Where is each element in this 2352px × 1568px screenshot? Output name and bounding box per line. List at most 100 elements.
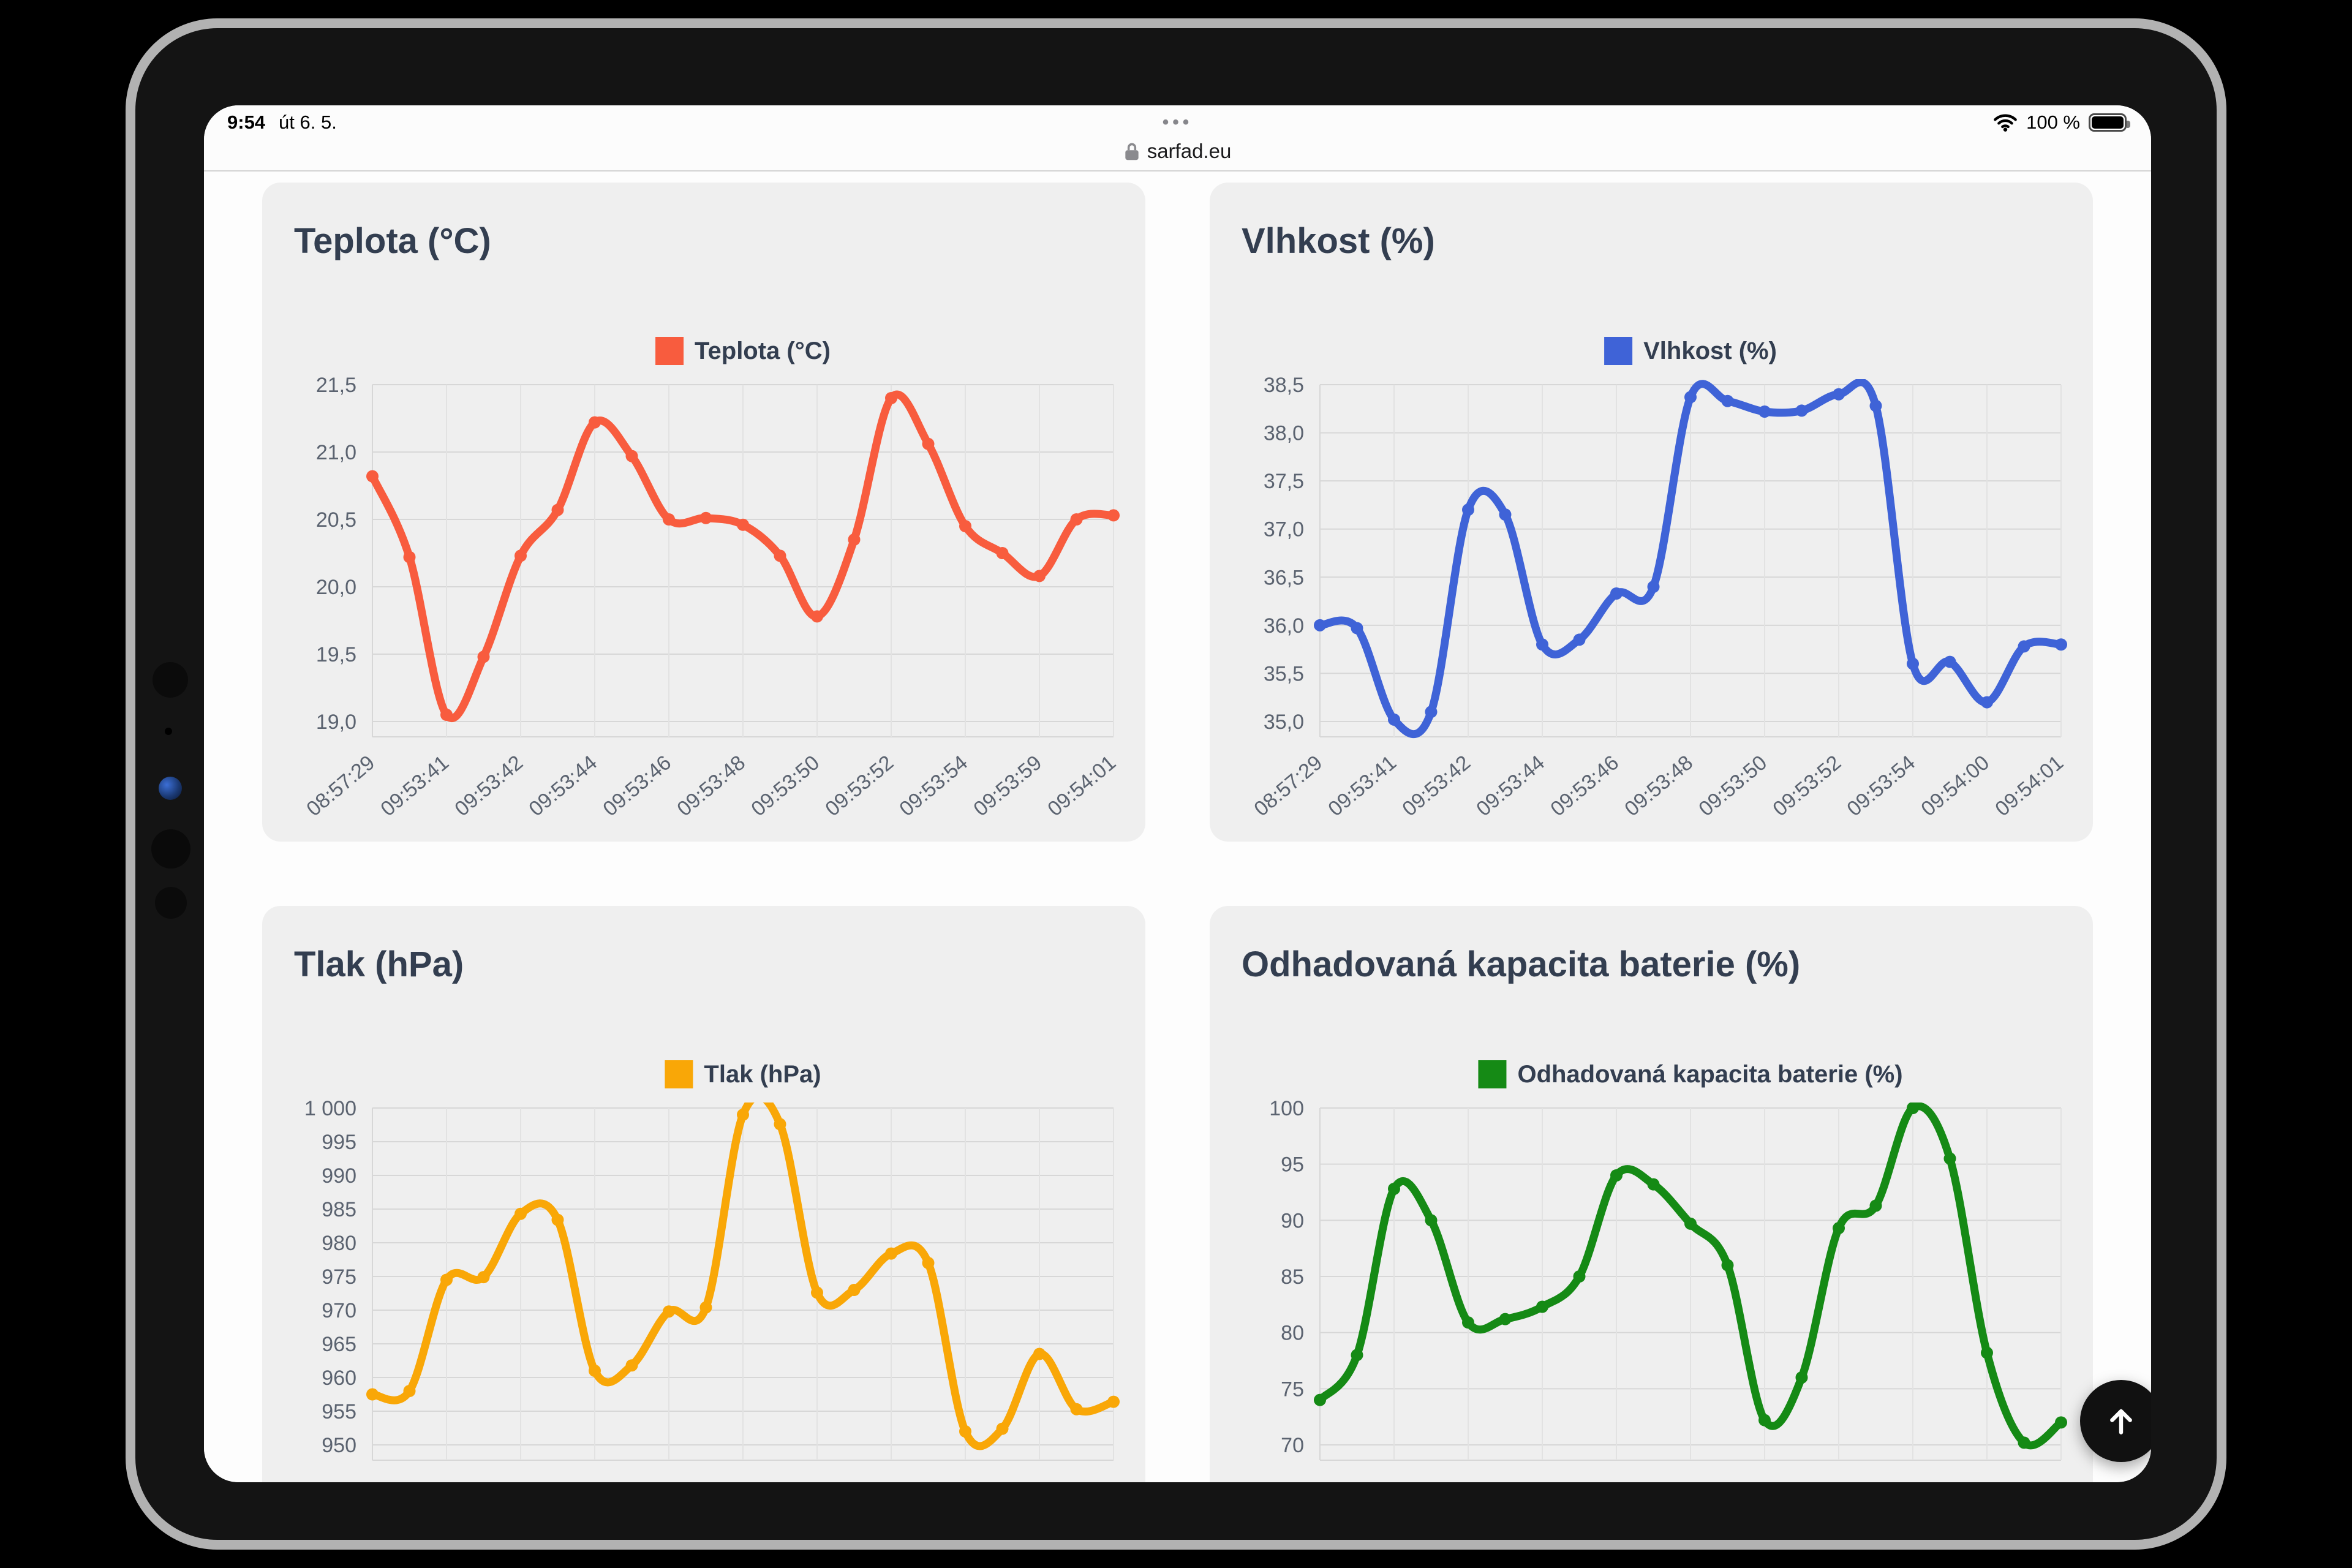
data-point[interactable] <box>811 1286 823 1299</box>
data-point[interactable] <box>551 503 564 516</box>
data-point[interactable] <box>1314 1393 1326 1406</box>
data-point[interactable] <box>1070 513 1083 526</box>
data-point[interactable] <box>1425 1214 1438 1227</box>
data-point[interactable] <box>1684 391 1697 404</box>
data-point[interactable] <box>1462 1316 1474 1329</box>
data-point[interactable] <box>774 1118 786 1131</box>
data-point[interactable] <box>440 1273 453 1286</box>
data-point[interactable] <box>2018 640 2030 653</box>
data-point[interactable] <box>514 1207 527 1220</box>
y-axis-tick-label: 20,5 <box>316 508 356 532</box>
data-point[interactable] <box>1107 1395 1120 1408</box>
data-point[interactable] <box>774 549 786 562</box>
x-axis-tick-label: 09:54:00 <box>1917 751 1994 821</box>
data-point[interactable] <box>1981 1346 1993 1359</box>
data-point[interactable] <box>737 518 749 531</box>
data-point[interactable] <box>959 1425 971 1438</box>
data-point[interactable] <box>996 547 1009 559</box>
data-point[interactable] <box>477 1271 490 1284</box>
x-axis-tick-label: 09:53:41 <box>1324 751 1401 821</box>
data-point[interactable] <box>1388 713 1400 726</box>
data-point[interactable] <box>1462 503 1474 516</box>
data-point[interactable] <box>625 1359 638 1372</box>
data-point[interactable] <box>1795 404 1808 417</box>
data-point[interactable] <box>366 1388 379 1401</box>
data-point[interactable] <box>1425 706 1438 718</box>
page-menu-button[interactable]: ••• <box>1162 112 1193 132</box>
data-point[interactable] <box>1758 1414 1771 1427</box>
data-point[interactable] <box>589 416 601 429</box>
data-point[interactable] <box>1610 587 1623 600</box>
data-point[interactable] <box>1573 633 1586 646</box>
y-axis-tick-label: 37,0 <box>1264 518 1304 541</box>
scroll-to-top-button[interactable] <box>2080 1380 2151 1462</box>
data-point[interactable] <box>1758 405 1771 418</box>
legend-swatch-pressure <box>665 1060 693 1088</box>
data-point[interactable] <box>737 1109 749 1121</box>
data-point[interactable] <box>1351 1349 1363 1362</box>
x-axis-tick-label: 09:54:01 <box>1043 751 1120 821</box>
chart-canvas-pressure: 1 000 995 990 985 980 975 970 965 960 955 950 <box>304 1097 1120 1461</box>
data-point[interactable] <box>1388 1183 1400 1195</box>
data-point[interactable] <box>811 610 823 623</box>
data-point[interactable] <box>699 511 712 524</box>
lock-icon <box>1124 141 1140 161</box>
data-point[interactable] <box>1536 1300 1548 1313</box>
data-point[interactable] <box>366 470 379 483</box>
data-point[interactable] <box>1610 1169 1623 1182</box>
data-point[interactable] <box>1833 388 1845 401</box>
data-point[interactable] <box>1107 509 1120 522</box>
data-point[interactable] <box>1499 508 1512 521</box>
data-point[interactable] <box>514 549 527 562</box>
data-point[interactable] <box>885 392 897 404</box>
data-point[interactable] <box>403 1385 416 1397</box>
data-point[interactable] <box>477 650 490 663</box>
data-point[interactable] <box>1351 622 1363 635</box>
data-point[interactable] <box>663 513 675 526</box>
data-point[interactable] <box>663 1305 675 1318</box>
data-point[interactable] <box>922 1257 935 1269</box>
data-point[interactable] <box>1943 655 1956 668</box>
wifi-icon <box>1993 113 2018 132</box>
y-axis-tick-label: 90 <box>1281 1209 1304 1232</box>
data-point[interactable] <box>589 1365 601 1377</box>
data-point[interactable] <box>1070 1403 1083 1415</box>
data-point[interactable] <box>1907 1102 1919 1114</box>
data-point[interactable] <box>1721 394 1734 407</box>
data-point[interactable] <box>2055 1416 2067 1429</box>
data-point[interactable] <box>2055 638 2067 651</box>
data-point[interactable] <box>551 1213 564 1226</box>
data-point[interactable] <box>1314 619 1326 631</box>
data-point[interactable] <box>1981 696 1993 709</box>
data-point[interactable] <box>1033 570 1046 582</box>
data-point[interactable] <box>1033 1348 1046 1360</box>
y-axis-tick-label: 70 <box>1281 1434 1304 1457</box>
data-point[interactable] <box>1647 581 1660 593</box>
data-point[interactable] <box>959 520 971 532</box>
data-point[interactable] <box>1684 1217 1697 1230</box>
data-point[interactable] <box>1499 1313 1512 1325</box>
address-bar[interactable]: sarfad.eu <box>204 135 2151 168</box>
data-point[interactable] <box>848 1284 861 1296</box>
data-point[interactable] <box>1869 1199 1882 1212</box>
chart-canvas-temperature: 21,5 21,0 20,5 20,0 19,5 19,0 08:57:2909:53:41… <box>302 374 1120 821</box>
data-point[interactable] <box>2018 1436 2030 1449</box>
data-point[interactable] <box>1573 1270 1586 1283</box>
data-point[interactable] <box>440 709 453 721</box>
data-point[interactable] <box>699 1301 712 1314</box>
data-point[interactable] <box>1869 399 1882 412</box>
data-point[interactable] <box>625 450 638 462</box>
data-point[interactable] <box>1833 1222 1845 1235</box>
data-point[interactable] <box>922 437 935 450</box>
data-point[interactable] <box>1943 1152 1956 1165</box>
data-point[interactable] <box>1907 657 1919 670</box>
data-point[interactable] <box>885 1247 897 1260</box>
data-point[interactable] <box>403 551 416 564</box>
data-point[interactable] <box>1536 638 1548 651</box>
data-point[interactable] <box>1795 1371 1808 1384</box>
x-axis-tick-label: 08:57:29 <box>302 751 379 821</box>
data-point[interactable] <box>848 533 861 546</box>
data-point[interactable] <box>1721 1259 1734 1272</box>
data-point[interactable] <box>996 1422 1009 1435</box>
data-point[interactable] <box>1647 1178 1660 1191</box>
